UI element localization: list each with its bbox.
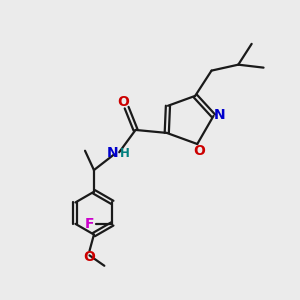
Text: N: N: [214, 108, 226, 122]
Text: H: H: [120, 147, 130, 160]
Text: F: F: [85, 217, 94, 231]
Text: O: O: [118, 95, 130, 109]
Text: O: O: [193, 144, 205, 158]
Text: N: N: [107, 146, 118, 161]
Text: O: O: [83, 250, 95, 264]
